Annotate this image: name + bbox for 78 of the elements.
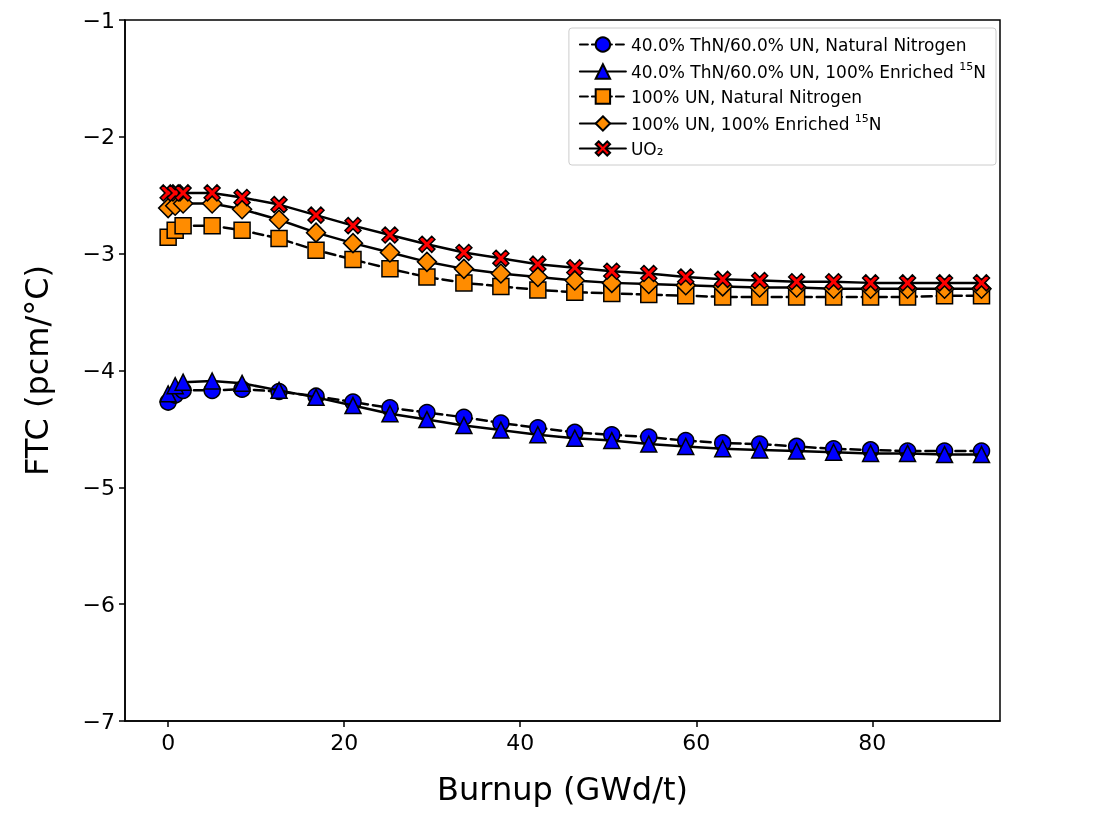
point bbox=[676, 268, 695, 286]
point bbox=[307, 241, 325, 259]
point bbox=[455, 274, 473, 292]
point bbox=[935, 274, 954, 292]
point bbox=[492, 249, 510, 268]
point bbox=[203, 372, 221, 390]
point bbox=[861, 444, 880, 463]
point bbox=[381, 260, 399, 278]
y-tick-label: −5 bbox=[82, 474, 115, 500]
point bbox=[379, 242, 401, 263]
point bbox=[418, 235, 436, 254]
x-tick-label: 0 bbox=[161, 729, 176, 755]
point bbox=[270, 229, 288, 248]
y-tick-label: −7 bbox=[82, 708, 115, 734]
point bbox=[527, 266, 549, 288]
x-tick-label: 60 bbox=[682, 729, 711, 755]
point bbox=[490, 263, 512, 284]
point bbox=[750, 271, 769, 290]
point bbox=[898, 274, 917, 292]
y-tick-label: −6 bbox=[82, 591, 115, 617]
x-axis-title: Burnup (GWd/t) bbox=[437, 770, 688, 808]
point bbox=[203, 184, 221, 202]
legend-label: 100% UN, Natural Nitrogen bbox=[630, 86, 863, 107]
x-tick-label: 40 bbox=[506, 729, 535, 755]
point bbox=[307, 206, 325, 224]
point bbox=[603, 431, 621, 450]
legend-label: 40.0% ThN/60.0% UN, Natural Nitrogen bbox=[630, 34, 967, 55]
point bbox=[455, 243, 473, 262]
point bbox=[174, 184, 192, 202]
point bbox=[824, 443, 843, 462]
point bbox=[566, 258, 584, 277]
point bbox=[750, 441, 769, 459]
y-tick-label: −1 bbox=[82, 7, 115, 33]
point bbox=[344, 216, 362, 235]
point bbox=[268, 209, 290, 231]
point bbox=[972, 445, 991, 464]
point bbox=[787, 442, 806, 460]
point bbox=[233, 374, 251, 393]
point bbox=[564, 270, 586, 291]
point bbox=[270, 195, 288, 214]
point bbox=[492, 421, 510, 439]
point bbox=[233, 221, 251, 240]
point bbox=[381, 404, 399, 423]
point bbox=[603, 262, 621, 280]
point bbox=[566, 429, 584, 448]
point bbox=[418, 410, 436, 429]
y-tick-label: −3 bbox=[82, 241, 115, 267]
point bbox=[640, 435, 658, 453]
point bbox=[416, 251, 438, 273]
point bbox=[972, 274, 991, 292]
y-tick-label: −2 bbox=[82, 124, 115, 150]
point bbox=[174, 373, 192, 391]
y-tick-label: −4 bbox=[82, 358, 115, 383]
point bbox=[203, 216, 221, 235]
point bbox=[824, 272, 843, 291]
point bbox=[342, 232, 364, 254]
x-tick-label: 80 bbox=[858, 729, 887, 755]
point bbox=[713, 440, 732, 458]
point bbox=[418, 268, 436, 286]
legend-label: UO₂ bbox=[630, 138, 664, 159]
point bbox=[174, 216, 192, 235]
point bbox=[344, 250, 362, 269]
point bbox=[233, 188, 251, 207]
y-axis-title: FTC (pcm/°C) bbox=[18, 264, 56, 477]
point bbox=[305, 222, 327, 243]
point bbox=[453, 258, 475, 280]
point bbox=[344, 396, 362, 415]
point bbox=[640, 264, 658, 283]
x-tick-label: 20 bbox=[330, 729, 359, 755]
point bbox=[935, 445, 954, 464]
point bbox=[861, 274, 880, 292]
point bbox=[529, 426, 547, 444]
point bbox=[676, 437, 695, 456]
point bbox=[381, 226, 399, 244]
point bbox=[455, 416, 473, 435]
point bbox=[713, 270, 732, 289]
point bbox=[787, 272, 806, 291]
point bbox=[529, 255, 547, 273]
